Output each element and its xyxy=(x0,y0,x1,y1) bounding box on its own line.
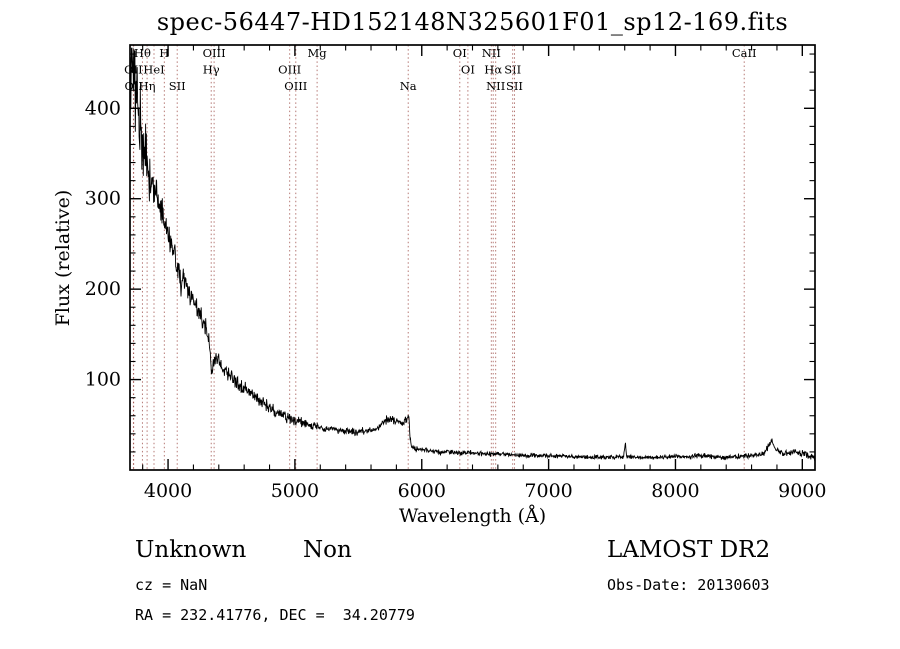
x-tick-label: 8000 xyxy=(651,480,699,502)
x-tick-label: 9000 xyxy=(778,480,826,502)
y-tick-label: 100 xyxy=(85,369,121,391)
spectral-line-label: Na xyxy=(400,79,417,93)
plot-title: spec-56447-HD152148N325601F01_sp12-169.f… xyxy=(156,8,789,36)
spectral-line-label: OI xyxy=(453,46,467,60)
spectral-line-label: OIII xyxy=(203,46,226,60)
plot-frame xyxy=(129,44,816,471)
spectral-line-label: Hη xyxy=(139,79,156,93)
spectral-line-label: Hα xyxy=(484,63,502,77)
spectral-line-label: Hγ xyxy=(203,63,220,77)
x-tick-label: 7000 xyxy=(524,480,572,502)
survey-label: LAMOST DR2 xyxy=(607,537,771,563)
spectral-line-label: OIII xyxy=(284,79,307,93)
spectral-line-label: OIII xyxy=(278,63,301,77)
y-tick-label: 400 xyxy=(85,97,121,119)
spectral-line-label: SII xyxy=(504,63,521,77)
x-tick-label: 4000 xyxy=(144,480,192,502)
spectrum-trace xyxy=(129,47,816,461)
spectral-line-label: SII xyxy=(506,79,523,93)
spectral-line-label: OI xyxy=(461,63,475,77)
class-label: Unknown xyxy=(135,537,247,563)
cz-value: cz = NaN xyxy=(135,576,208,594)
spectral-line-label: Mg xyxy=(308,46,328,60)
x-tick-label: 5000 xyxy=(271,480,319,502)
y-axis-label: Flux (relative) xyxy=(52,189,74,327)
obs-date: Obs-Date: 20130603 xyxy=(607,576,770,594)
spectral-line-label: CaII xyxy=(732,46,757,60)
spectral-line-label: H xyxy=(159,46,169,60)
ra-dec-value: RA = 232.41776, DEC = 34.20779 xyxy=(135,606,415,624)
x-tick-label: 6000 xyxy=(398,480,446,502)
spectral-line-label: NII xyxy=(486,79,505,93)
spectral-line-label: HeI xyxy=(143,63,164,77)
y-tick-label: 300 xyxy=(85,188,121,210)
subclass-label: Non xyxy=(303,537,352,563)
y-tick-label: 200 xyxy=(85,278,121,300)
spectral-line-label: SII xyxy=(169,79,186,93)
x-axis-label: Wavelength (Å) xyxy=(398,505,547,527)
